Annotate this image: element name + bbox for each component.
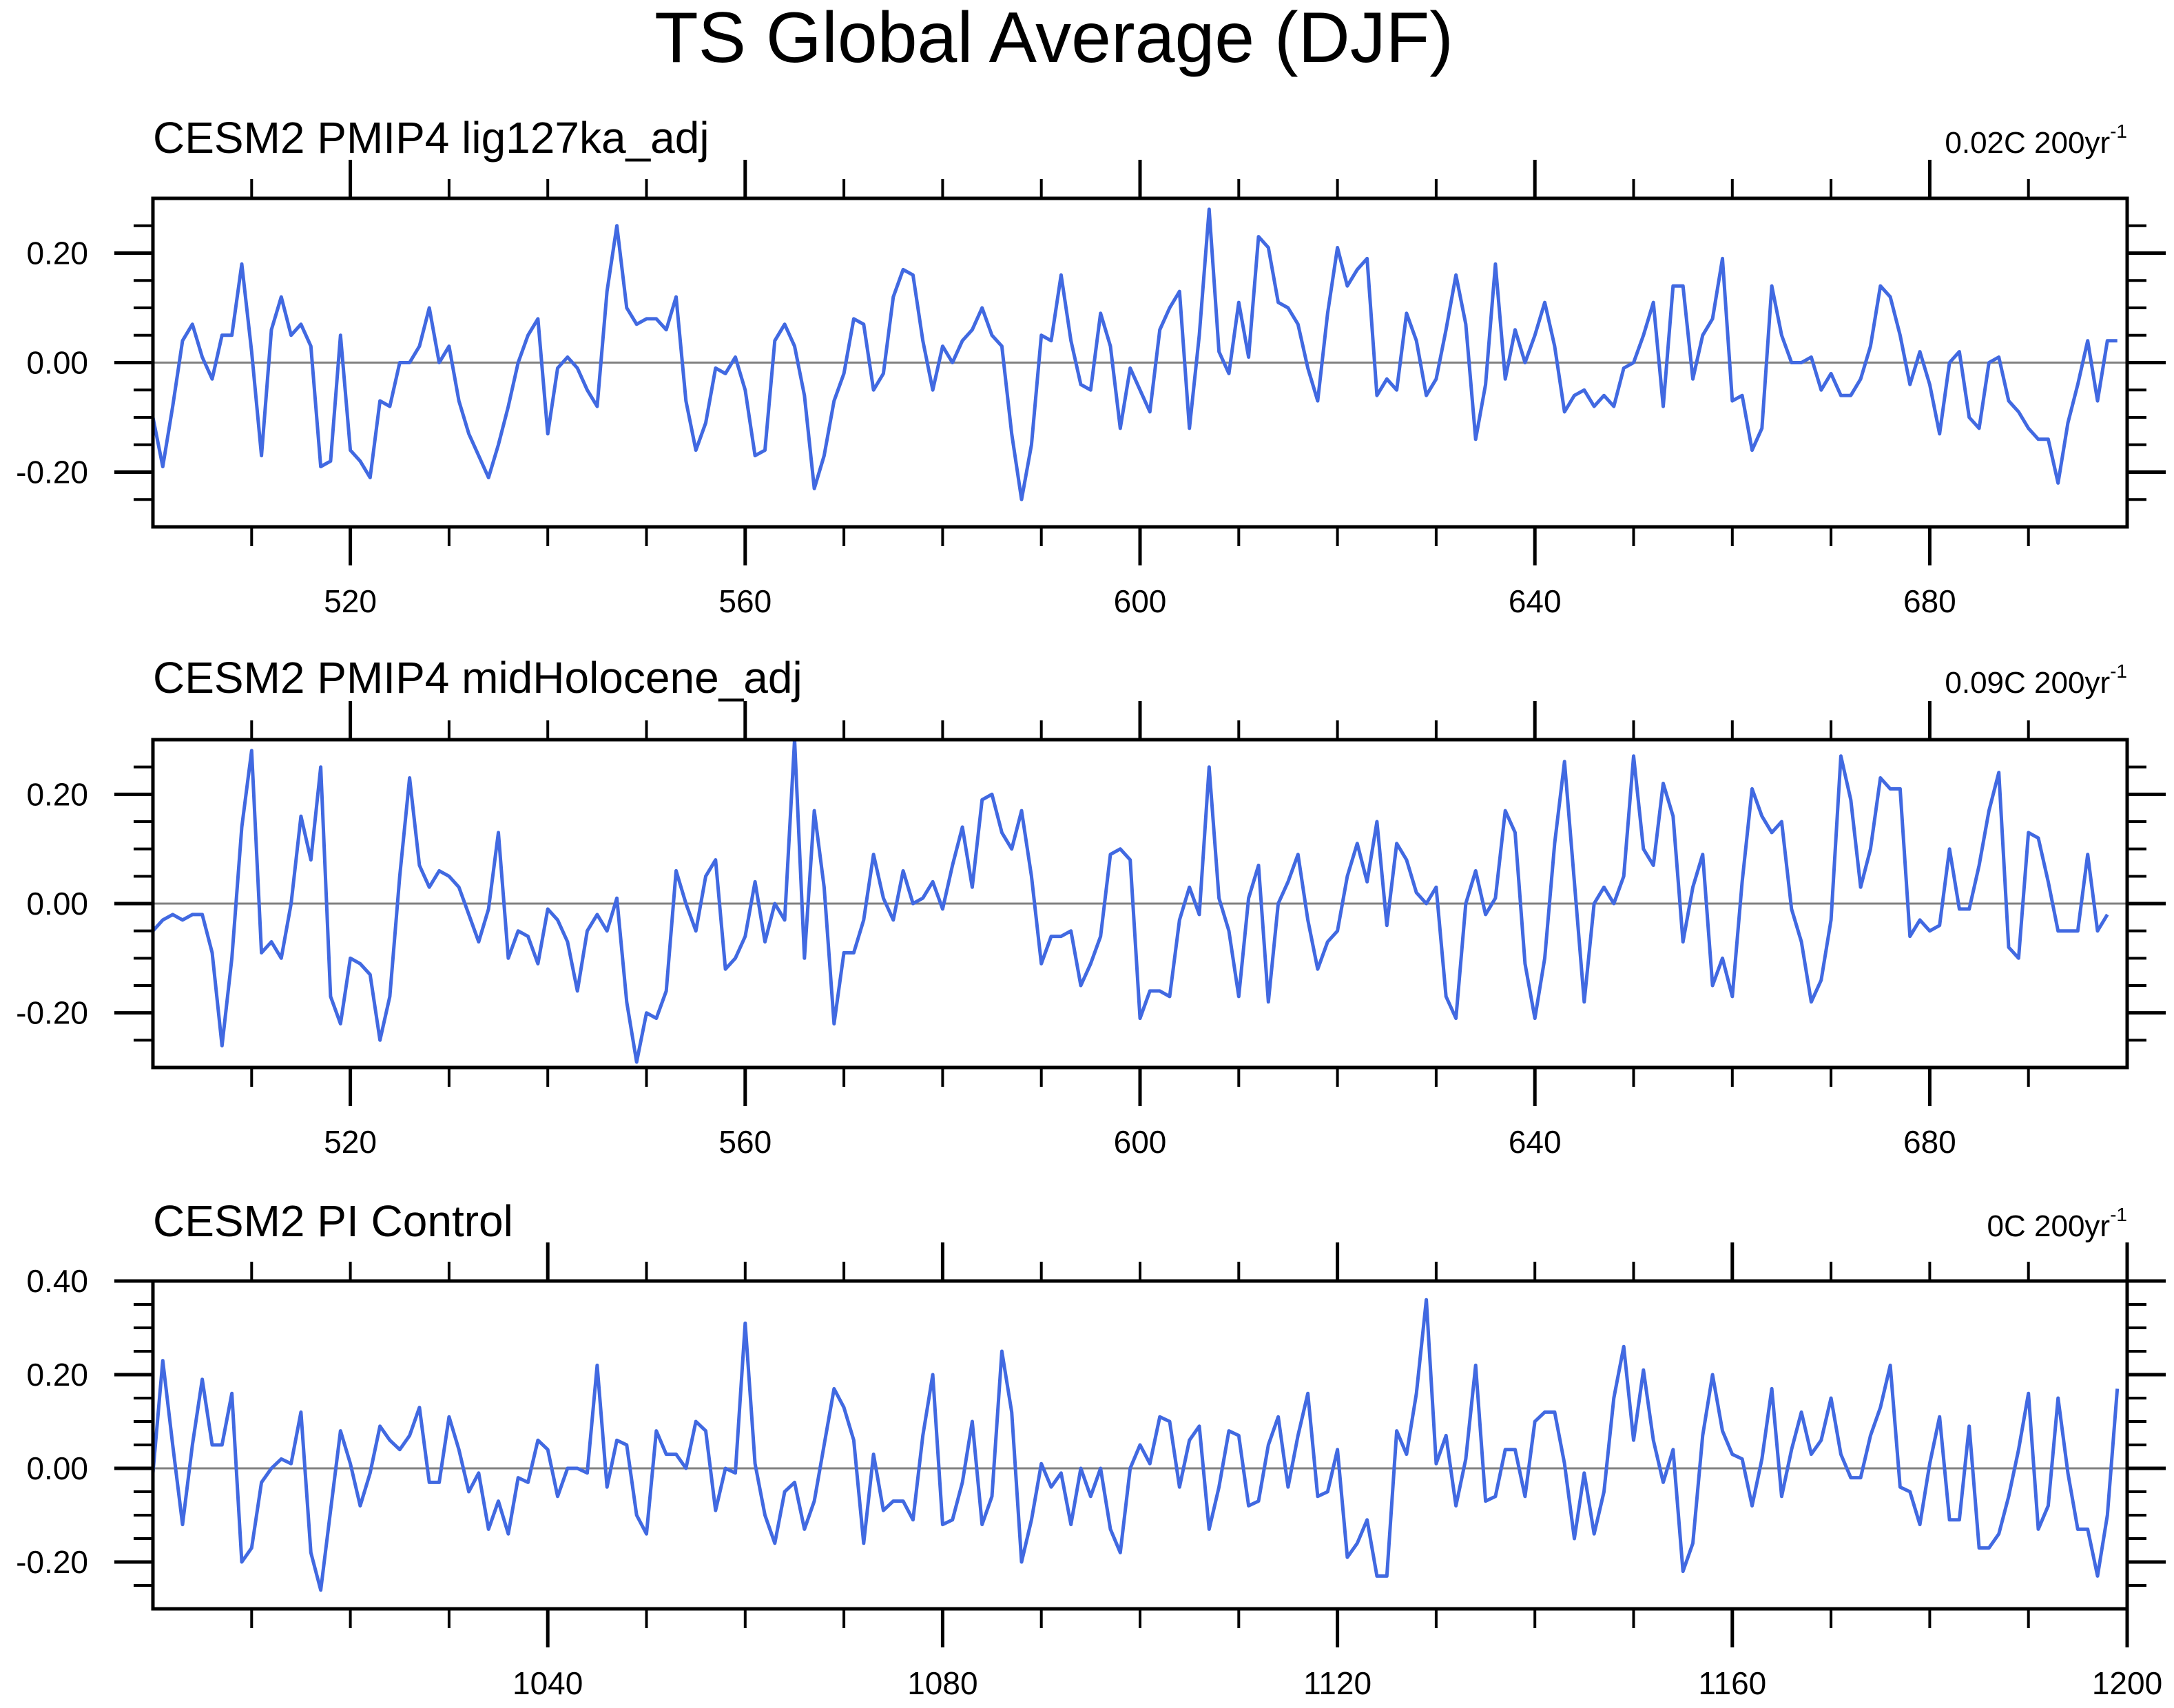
plot-frame xyxy=(151,738,2129,1070)
x-tick-label: 1200 xyxy=(2092,1665,2162,1701)
figure-title: TS Global Average (DJF) xyxy=(654,0,1453,78)
chart-panel-1: CESM2 PMIP4 lig127ka_adj 0.02C 200yr-1 520… xyxy=(16,113,2166,619)
panels: CESM2 PMIP4 lig127ka_adj 0.02C 200yr-1520… xyxy=(16,113,2166,1701)
x-tick-label: 1040 xyxy=(513,1665,583,1701)
series-line xyxy=(152,738,2109,1064)
x-tick-label: 1160 xyxy=(1698,1665,1766,1701)
y-tick-label: 0.00 xyxy=(26,1450,88,1486)
trend-label: 0.02C 200yr-1 xyxy=(1945,121,2127,160)
trend-value: 0.02C 200yr xyxy=(1945,126,2110,160)
x-tick-label: 520 xyxy=(324,1124,377,1160)
x-tick-label: 560 xyxy=(718,1124,772,1160)
trend-exponent: -1 xyxy=(2110,121,2127,142)
y-tick-label: 0.20 xyxy=(26,776,88,812)
trend-exponent: -1 xyxy=(2110,660,2127,682)
panel-title: CESM2 PI Control xyxy=(153,1196,513,1246)
x-tick-label: 1080 xyxy=(907,1665,977,1701)
x-tick-label: 640 xyxy=(1509,583,1562,619)
trend-value: 0.09C 200yr xyxy=(1945,666,2110,700)
y-tick-label: 0.00 xyxy=(26,886,88,921)
trend-label: 0.09C 200yr-1 xyxy=(1945,660,2127,700)
y-tick-label: 0.20 xyxy=(26,236,88,271)
y-tick-label: 0.40 xyxy=(26,1263,88,1299)
panel-title: CESM2 PMIP4 midHolocene_adj xyxy=(153,653,803,702)
trend-exponent: -1 xyxy=(2110,1204,2127,1225)
trend-value: 0C 200yr xyxy=(1987,1209,2111,1243)
x-tick-label: 1120 xyxy=(1303,1665,1371,1701)
trend-label: 0C 200yr-1 xyxy=(1987,1204,2127,1243)
x-tick-label: 640 xyxy=(1509,1124,1562,1160)
chart-panel-3: CESM2 PI Control 0C 200yr-1 1040 1080 1120 11… xyxy=(16,1196,2166,1701)
panel-title: CESM2 PMIP4 lig127ka_adj xyxy=(153,113,710,163)
chart-panel-2: CESM2 PMIP4 midHolocene_adj 0.09C 200yr-1… xyxy=(16,653,2166,1160)
x-tick-label: 600 xyxy=(1114,1124,1167,1160)
x-tick-label: 680 xyxy=(1903,583,1956,619)
plot-frame xyxy=(151,196,2129,529)
y-tick-label: -0.20 xyxy=(16,995,88,1031)
y-tick-label: -0.20 xyxy=(16,1544,88,1580)
x-tick-label: 560 xyxy=(718,583,772,619)
series-line xyxy=(151,207,2118,501)
series-line xyxy=(151,1298,2120,1592)
y-tick-label: 0.20 xyxy=(26,1357,88,1393)
y-tick-label: 0.00 xyxy=(26,345,88,381)
x-tick-label: 520 xyxy=(324,583,377,619)
x-tick-label: 600 xyxy=(1114,583,1167,619)
x-tick-label: 680 xyxy=(1903,1124,1956,1160)
y-tick-label: -0.20 xyxy=(16,455,88,490)
plot-frame xyxy=(151,1279,2129,1611)
